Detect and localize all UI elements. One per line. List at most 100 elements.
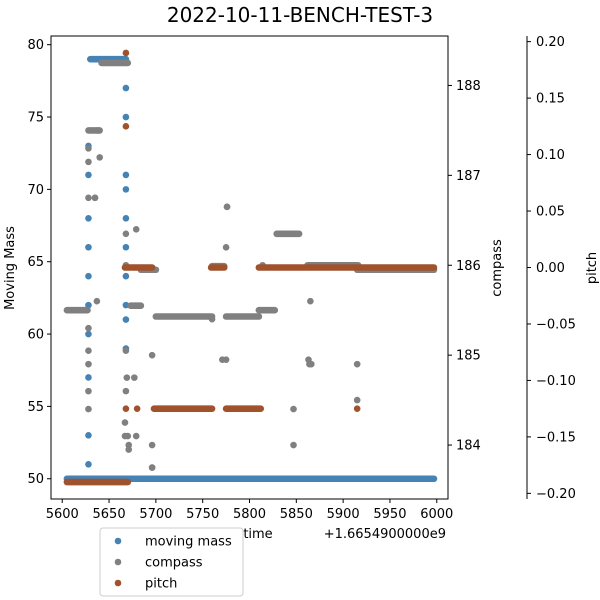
pitch-tick-label: 0.05 <box>536 205 565 220</box>
x-axis: 5600 5650 5700 5750 5800 5850 5900 5950 6000 <box>46 499 453 522</box>
series-point <box>85 158 92 166</box>
compass-axis: 184 185 186 187 188 <box>448 79 481 454</box>
left-tick-label: 65 <box>27 255 44 270</box>
series-point <box>85 330 92 338</box>
series-point <box>307 360 315 368</box>
chart-title: 2022-10-11-BENCH-TEST-3 <box>167 3 433 27</box>
series-point <box>122 405 130 412</box>
pitch-tick-label: −0.20 <box>536 487 576 502</box>
series-point <box>85 215 92 222</box>
series-point <box>148 464 156 471</box>
series-point <box>148 351 156 359</box>
series-point <box>353 396 361 404</box>
series-point <box>290 405 297 413</box>
left-tick-label: 50 <box>27 472 44 487</box>
x-tick-label: 6000 <box>420 507 453 522</box>
left-tick-label: 55 <box>27 400 44 415</box>
legend: moving mass compass pitch <box>99 527 244 597</box>
series-point <box>132 432 140 440</box>
series-point <box>353 360 361 368</box>
pitch-tick-label: −0.15 <box>536 430 576 445</box>
left-axis: 50 55 60 65 70 75 80 <box>27 38 51 487</box>
compass-axis-label: compass <box>490 239 505 297</box>
series-point <box>122 347 130 354</box>
legend-marker <box>114 558 122 566</box>
left-axis-label: Moving Mass <box>3 226 18 310</box>
left-tick-label: 70 <box>27 183 44 198</box>
series-point <box>208 315 216 323</box>
series-point <box>93 297 101 305</box>
legend-entry: compass <box>145 556 203 571</box>
series-point <box>85 324 92 332</box>
x-tick-label: 5700 <box>139 507 172 522</box>
series-point <box>131 302 139 310</box>
x-tick-label: 5800 <box>233 507 266 522</box>
series-point <box>307 297 314 305</box>
series-point <box>122 230 130 238</box>
series-point <box>353 405 361 412</box>
x-axis-label: time <box>243 527 272 542</box>
series-point <box>124 432 132 440</box>
series-point <box>223 203 231 211</box>
pitch-axis: 0.20 0.15 0.10 0.05 0.00 −0.05 −0.10 −0.15 −0.20 <box>526 35 576 502</box>
series-point <box>148 441 156 449</box>
series-point <box>85 405 92 413</box>
series-point <box>122 186 130 193</box>
series-moving-mass <box>63 55 438 483</box>
series-point <box>85 347 92 354</box>
series-point <box>85 272 92 280</box>
left-tick-label: 60 <box>27 328 44 343</box>
series-point <box>122 243 130 251</box>
series-point <box>96 154 103 161</box>
series-point <box>85 301 92 309</box>
left-tick-label: 75 <box>27 111 44 126</box>
series-point <box>91 194 99 202</box>
series-point <box>85 374 92 381</box>
series-point <box>122 171 130 179</box>
series-point <box>222 243 230 251</box>
left-tick-label: 80 <box>27 38 44 53</box>
series-point <box>85 387 92 395</box>
series-point <box>85 432 92 439</box>
pitch-tick-label: 0.10 <box>536 148 565 163</box>
series-point <box>122 49 130 57</box>
series-point <box>122 123 130 130</box>
legend-entry: pitch <box>145 577 177 592</box>
legend-marker <box>114 537 122 545</box>
series-pitch <box>63 49 438 486</box>
x-tick-label: 5750 <box>186 507 219 522</box>
series-point <box>133 405 141 412</box>
series-point <box>121 419 129 426</box>
x-tick-label: 5600 <box>46 507 79 522</box>
series-point <box>122 272 130 280</box>
compass-tick-label: 187 <box>456 169 481 184</box>
series-point <box>85 194 92 202</box>
compass-tick-label: 184 <box>456 439 481 454</box>
x-tick-label: 5950 <box>373 507 406 522</box>
series-point <box>219 356 226 363</box>
compass-tick-label: 188 <box>456 79 481 94</box>
pitch-tick-label: −0.10 <box>536 374 576 389</box>
series-point <box>122 387 130 395</box>
legend-box <box>99 527 244 597</box>
pitch-axis-label: pitch <box>585 252 600 284</box>
compass-tick-label: 185 <box>456 349 481 364</box>
compass-tick-label: 186 <box>456 259 481 274</box>
series-point <box>85 171 92 179</box>
series-point <box>122 215 130 222</box>
series-point <box>85 243 92 251</box>
x-tick-label: 5900 <box>327 507 360 522</box>
series-point <box>85 145 92 152</box>
x-offset-label: +1.6654900000e9 <box>324 527 446 542</box>
pitch-tick-label: 0.00 <box>536 261 565 276</box>
series-point <box>290 441 297 449</box>
series-point <box>122 84 130 92</box>
series-point <box>122 113 130 121</box>
series-point <box>125 446 133 453</box>
series-point <box>94 127 102 134</box>
series-point <box>123 374 131 381</box>
series-point <box>132 225 140 233</box>
series-point <box>85 360 92 368</box>
x-tick-label: 5650 <box>93 507 126 522</box>
